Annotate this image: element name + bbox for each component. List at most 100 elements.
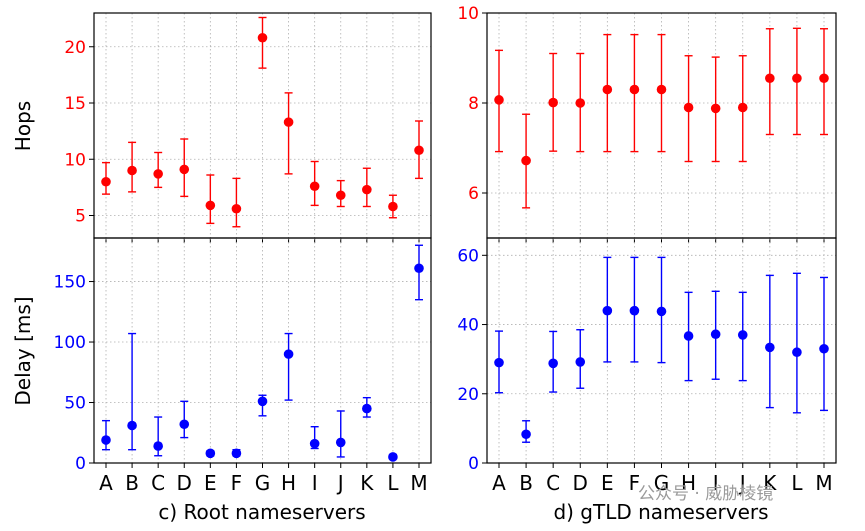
point-L [792,73,802,84]
point-E [602,84,613,95]
xlabel-root: c) Root nameservers [158,500,365,524]
point-D [575,357,586,367]
point-L [388,452,398,462]
point-L [388,201,398,212]
xtick-label-B: B [519,471,533,495]
point-G [656,84,667,95]
point-B [521,429,531,440]
point-A [494,95,504,105]
point-M [819,343,829,354]
point-F [231,203,242,214]
ytick-label-20: 20 [457,385,479,405]
point-K [362,403,372,414]
point-B [521,155,531,166]
xtick-label-I: I [312,471,318,495]
point-G [257,396,268,407]
xtick-label-G: G [654,471,670,495]
ytick-label-10: 10 [457,4,479,24]
point-J [737,330,748,340]
ytick-label-6: 6 [468,184,479,204]
ytick-label-8: 8 [468,94,479,114]
xlabel-gtld: d) gTLD nameservers [553,500,768,524]
xtick-label-B: B [125,471,139,495]
ylabel-delay: Delay [ms] [11,296,35,405]
xtick-label-J: J [738,471,746,495]
ytick-label-40: 40 [457,316,479,336]
point-A [101,176,111,187]
ytick-label-60: 60 [457,246,479,266]
ytick-label-100: 100 [54,333,86,353]
point-B [127,165,137,176]
point-M [819,73,829,84]
xtick-label-M: M [815,471,832,495]
point-C [153,441,163,451]
ytick-label-5: 5 [75,207,86,227]
xtick-label-C: C [151,471,165,495]
point-I [710,103,721,114]
xtick-label-D: D [573,471,588,495]
axes-frame [93,237,432,464]
xtick-label-A: A [492,471,506,495]
point-H [283,349,294,359]
point-M [414,145,424,156]
point-C [153,169,163,179]
point-J [335,437,346,448]
panel-root-delay: 0 50 100 150 A B C D E F G H I J K L M [54,237,432,495]
ytick-label-10: 10 [64,150,86,170]
point-C [548,97,558,108]
point-K [362,184,372,195]
point-K [765,73,775,84]
xtick-label-L: L [387,471,399,495]
watermark: 公众号 · 威胁棱镜 [638,484,773,504]
ylabel-hops: Hops [11,101,35,151]
xtick-label-D: D [177,471,192,495]
point-G [257,32,268,43]
point-B [127,420,137,431]
point-F [231,448,242,459]
point-J [335,190,346,201]
ytick-label-15: 15 [64,94,86,114]
point-G [656,306,667,317]
point-J [737,102,748,113]
ytick-label-20: 20 [64,38,86,58]
xtick-label-F: F [231,471,243,495]
point-A [494,357,504,368]
point-D [179,419,190,430]
point-L [792,347,802,358]
xtick-label-K: K [360,471,374,495]
xtick-label-A: A [99,471,113,495]
point-I [309,181,320,192]
point-I [710,329,721,340]
point-F [629,84,640,95]
xtick-label-I: I [713,471,719,495]
panel-root-hops: 5 10 15 20 [64,12,432,243]
point-D [575,98,586,108]
point-H [683,102,694,113]
xtick-label-E: E [204,471,217,495]
xtick-label-E: E [601,471,614,495]
point-F [629,305,640,316]
axes-frame [486,237,837,464]
panel-gtld-delay: 0 20 40 60 A B C D E F G H I J K L M [457,237,837,495]
xtick-label-H: H [681,471,696,495]
point-E [205,448,216,459]
xtick-label-J: J [336,471,344,495]
point-H [683,331,694,341]
xtick-label-H: H [281,471,296,495]
xtick-label-F: F [629,471,641,495]
ytick-label-0: 0 [468,454,479,474]
point-D [179,164,190,175]
point-C [548,358,558,369]
xtick-label-M: M [410,471,427,495]
ytick-label-0: 0 [75,454,86,474]
ytick-label-150: 150 [54,273,86,293]
ytick-label-50: 50 [64,394,86,414]
point-A [101,435,111,445]
point-E [602,305,613,316]
panel-gtld-hops: 6 8 10 [457,4,837,243]
point-K [765,342,775,353]
xtick-label-L: L [791,471,803,495]
xtick-label-G: G [255,471,271,495]
